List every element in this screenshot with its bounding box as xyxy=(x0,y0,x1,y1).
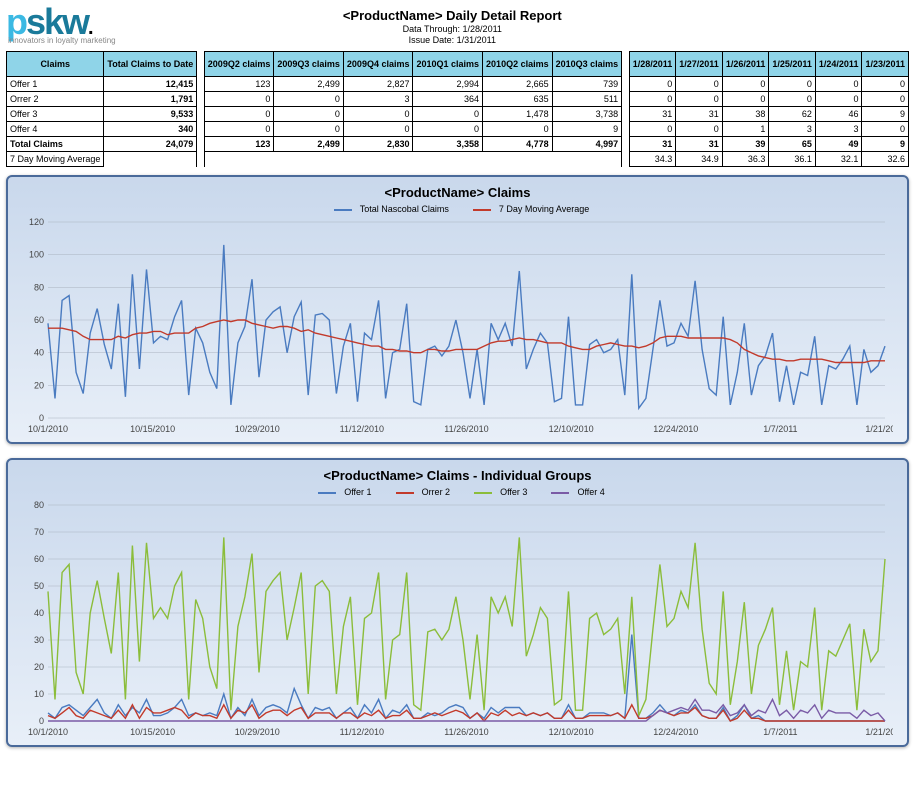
col-header: Claims xyxy=(7,52,104,77)
svg-text:10/29/2010: 10/29/2010 xyxy=(235,727,280,737)
row-label: Orrer 2 xyxy=(7,92,104,107)
svg-text:12/10/2010: 12/10/2010 xyxy=(549,424,594,434)
col-header: Total Claims to Date xyxy=(104,52,197,77)
svg-text:50: 50 xyxy=(34,581,44,591)
row-label: Offer 3 xyxy=(7,107,104,122)
svg-text:1/7/2011: 1/7/2011 xyxy=(763,727,797,737)
svg-text:60: 60 xyxy=(34,315,44,325)
col-header: 2009Q3 claims xyxy=(274,52,344,77)
chart2-legend: Offer 1 Orrer 2 Offer 3 Offer 4 xyxy=(18,487,897,497)
legend-item: Offer 3 xyxy=(466,487,527,497)
col-header: 1/28/2011 xyxy=(629,52,676,77)
svg-text:12/24/2010: 12/24/2010 xyxy=(653,727,698,737)
svg-text:12/10/2010: 12/10/2010 xyxy=(549,727,594,737)
report-header: pskw. innovators in loyalty marketing <P… xyxy=(6,6,909,45)
svg-text:80: 80 xyxy=(34,501,44,510)
chart1-area: 0 20 40 60 80 100 120 10/1/2010 10/15/2010 10/29/… xyxy=(18,218,897,438)
col-header: 1/24/2011 xyxy=(815,52,862,77)
svg-text:10/1/2010: 10/1/2010 xyxy=(28,727,68,737)
svg-text:10/1/2010: 10/1/2010 xyxy=(28,424,68,434)
chart-total-claims: <ProductName> Claims Total Nascobal Clai… xyxy=(6,175,909,444)
svg-text:30: 30 xyxy=(34,635,44,645)
chart1-legend: Total Nascobal Claims 7 Day Moving Averag… xyxy=(18,204,897,214)
svg-text:11/12/2010: 11/12/2010 xyxy=(340,424,384,434)
legend-item: 7 Day Moving Average xyxy=(465,204,589,214)
col-header: 1/25/2011 xyxy=(769,52,816,77)
logo-block: pskw. innovators in loyalty marketing xyxy=(6,6,116,45)
title-block: <ProductName> Daily Detail Report Data T… xyxy=(116,6,789,45)
svg-text:11/26/2010: 11/26/2010 xyxy=(444,424,488,434)
row-label: Offer 1 xyxy=(7,77,104,92)
legend-item: Total Nascobal Claims xyxy=(326,204,449,214)
svg-text:0: 0 xyxy=(39,716,44,726)
col-header: 1/27/2011 xyxy=(676,52,723,77)
col-header: 2009Q2 claims xyxy=(204,52,274,77)
svg-text:10/15/2010: 10/15/2010 xyxy=(130,727,175,737)
svg-text:11/26/2010: 11/26/2010 xyxy=(444,727,488,737)
col-header: 2009Q4 claims xyxy=(343,52,413,77)
col-header: 2010Q1 claims xyxy=(413,52,483,77)
legend-item: Orrer 2 xyxy=(388,487,451,497)
col-header: 1/23/2011 xyxy=(862,52,909,77)
svg-text:100: 100 xyxy=(29,250,44,260)
svg-text:70: 70 xyxy=(34,527,44,537)
svg-text:20: 20 xyxy=(34,662,44,672)
svg-text:80: 80 xyxy=(34,283,44,293)
col-header: 2010Q3 claims xyxy=(552,52,622,77)
claims-table: ClaimsTotal Claims to Date2009Q2 claims2… xyxy=(6,51,909,167)
svg-text:0: 0 xyxy=(39,413,44,423)
svg-text:1/21/2011: 1/21/2011 xyxy=(865,727,893,737)
svg-text:12/24/2010: 12/24/2010 xyxy=(653,424,698,434)
svg-text:40: 40 xyxy=(34,348,44,358)
chart1-title: <ProductName> Claims xyxy=(18,185,897,200)
col-header: 2010Q2 claims xyxy=(483,52,553,77)
svg-text:10/29/2010: 10/29/2010 xyxy=(235,424,280,434)
chart-individual-groups: <ProductName> Claims - Individual Groups… xyxy=(6,458,909,747)
col-header: 1/26/2011 xyxy=(722,52,769,77)
legend-item: Offer 1 xyxy=(310,487,371,497)
row-label: Offer 4 xyxy=(7,122,104,137)
svg-text:1/7/2011: 1/7/2011 xyxy=(763,424,797,434)
chart2-area: 0 10 20 30 40 50 60 70 80 10/1/2010 10/15/2010 10/2… xyxy=(18,501,897,741)
svg-text:11/12/2010: 11/12/2010 xyxy=(340,727,384,737)
svg-text:10/15/2010: 10/15/2010 xyxy=(130,424,175,434)
data-through: Data Through: 1/28/2011 xyxy=(116,24,789,34)
logo: pskw. xyxy=(6,6,116,38)
svg-text:10: 10 xyxy=(34,689,44,699)
svg-text:40: 40 xyxy=(34,608,44,618)
svg-text:1/21/2011: 1/21/2011 xyxy=(865,424,893,434)
tagline: innovators in loyalty marketing xyxy=(8,36,116,45)
report-title: <ProductName> Daily Detail Report xyxy=(116,8,789,23)
issue-date: Issue Date: 1/31/2011 xyxy=(116,35,789,45)
svg-text:60: 60 xyxy=(34,554,44,564)
legend-item: Offer 4 xyxy=(543,487,604,497)
svg-text:120: 120 xyxy=(29,218,44,227)
svg-text:20: 20 xyxy=(34,381,44,391)
chart2-title: <ProductName> Claims - Individual Groups xyxy=(18,468,897,483)
